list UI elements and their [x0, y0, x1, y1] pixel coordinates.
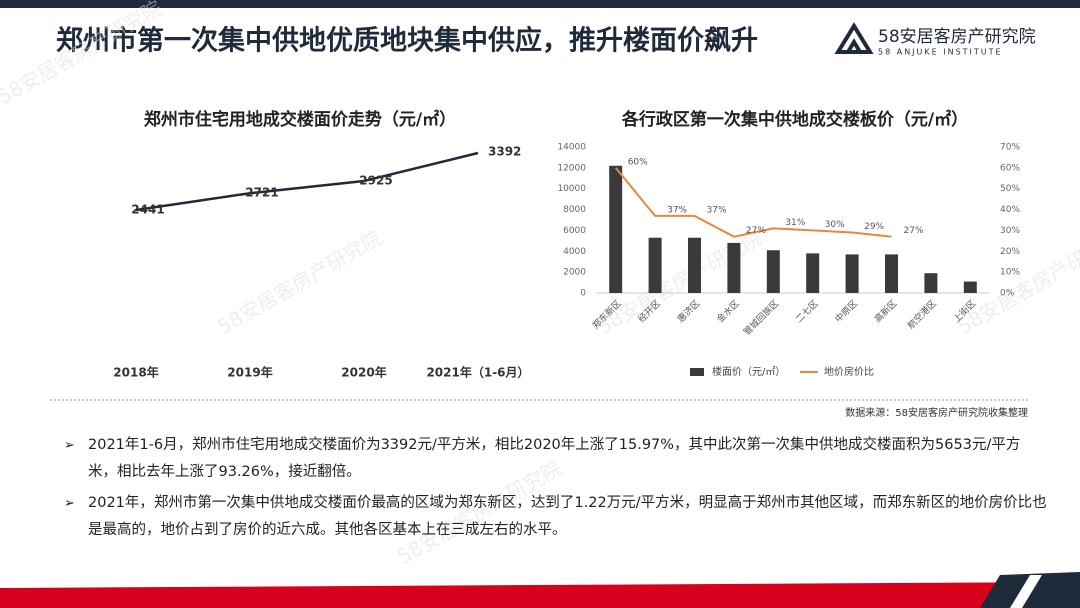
line-series — [135, 151, 479, 212]
legend-swatch — [690, 368, 704, 376]
bar — [963, 281, 977, 293]
x-tick-label: 金水区 — [714, 297, 742, 325]
bar — [924, 273, 938, 293]
bar — [609, 165, 623, 293]
bullet: 2021年1-6月，郑州市住宅用地成交楼面价为3392元/平方米，相比2020年… — [64, 432, 1048, 486]
top-bar — [0, 0, 1080, 8]
legend-label: 地价房价比 — [824, 365, 874, 378]
y2-tick-label: 10% — [1000, 268, 1020, 278]
bar — [885, 254, 898, 293]
x-tick-label: 惠济区 — [675, 297, 703, 325]
data-label: 37% — [667, 205, 687, 215]
x-tick-label: 高新区 — [872, 297, 900, 325]
y2-tick-label: 70% — [1000, 143, 1020, 153]
watermark: 58安居客房产研究院 — [213, 226, 386, 340]
bullet: 2021年，郑州市第一次集中供地成交楼面价最高的区域为郑东新区，达到了1.22万… — [64, 490, 1048, 544]
logo-icon — [834, 22, 874, 54]
data-label: 3392 — [488, 145, 521, 159]
y2-tick-label: 30% — [1000, 226, 1020, 236]
data-label: 31% — [785, 218, 805, 228]
x-tick-label: 2019年 — [227, 365, 272, 380]
data-label: 60% — [628, 157, 648, 167]
y2-tick-label: 0% — [1000, 289, 1015, 299]
line-series — [614, 167, 892, 238]
y2-tick-label: 40% — [1000, 205, 1020, 215]
data-label: 27% — [904, 226, 924, 236]
data-label: 27% — [746, 226, 766, 236]
y-tick-label: 2000 — [563, 268, 586, 278]
y-tick-label: 14000 — [557, 143, 586, 153]
bar — [845, 254, 859, 293]
source: 数据来源：58安居客房产研究院收集整理 — [845, 406, 1028, 419]
x-tick-label: 2018年 — [113, 365, 158, 380]
y-tick-label: 8000 — [563, 205, 586, 215]
data-label: 2441 — [131, 203, 164, 217]
bar — [766, 250, 780, 293]
logo-text: 58安居客房产研究院 — [878, 27, 1036, 47]
bar — [806, 253, 820, 293]
data-label: 29% — [864, 222, 884, 232]
y2-tick-label: 50% — [1000, 184, 1020, 194]
bar — [688, 237, 701, 293]
x-tick-label: 中原区 — [832, 297, 860, 325]
data-label: 37% — [707, 205, 727, 215]
x-tick-label: 二七区 — [794, 298, 821, 325]
chart-title: 郑州市住宅用地成交楼面价走势（元/㎡） — [144, 109, 456, 130]
y-tick-label: 6000 — [563, 226, 586, 236]
footer-stripe — [1010, 575, 1042, 608]
x-tick-label: 航空港区 — [905, 297, 939, 331]
slide-title: 郑州市第一次集中供地优质地块集中供应，推升楼面价飙升 — [56, 25, 758, 57]
x-tick-label: 2020年 — [341, 365, 386, 380]
legend-label: 楼面价（元/㎡） — [712, 365, 785, 378]
y2-tick-label: 60% — [1000, 163, 1020, 173]
footer-band — [0, 582, 1080, 608]
bar — [648, 237, 662, 293]
data-label: 2721 — [245, 186, 278, 200]
y-tick-label: 12000 — [557, 163, 586, 173]
x-tick-label: 2021年（1-6月） — [426, 365, 529, 380]
y-tick-label: 4000 — [563, 247, 586, 257]
data-label: 2925 — [359, 173, 392, 187]
logo-subtext: 58 ANJUKE INSTITUTE — [878, 48, 1003, 57]
y-tick-label: 10000 — [557, 184, 586, 194]
x-tick-label: 管城回族区 — [741, 297, 781, 337]
y-tick-label: 0 — [580, 289, 586, 299]
data-label: 30% — [825, 220, 845, 230]
bar — [727, 242, 741, 293]
chart-title: 各行政区第一次集中供地成交楼板价（元/㎡） — [621, 109, 968, 130]
y2-tick-label: 20% — [1000, 247, 1020, 257]
